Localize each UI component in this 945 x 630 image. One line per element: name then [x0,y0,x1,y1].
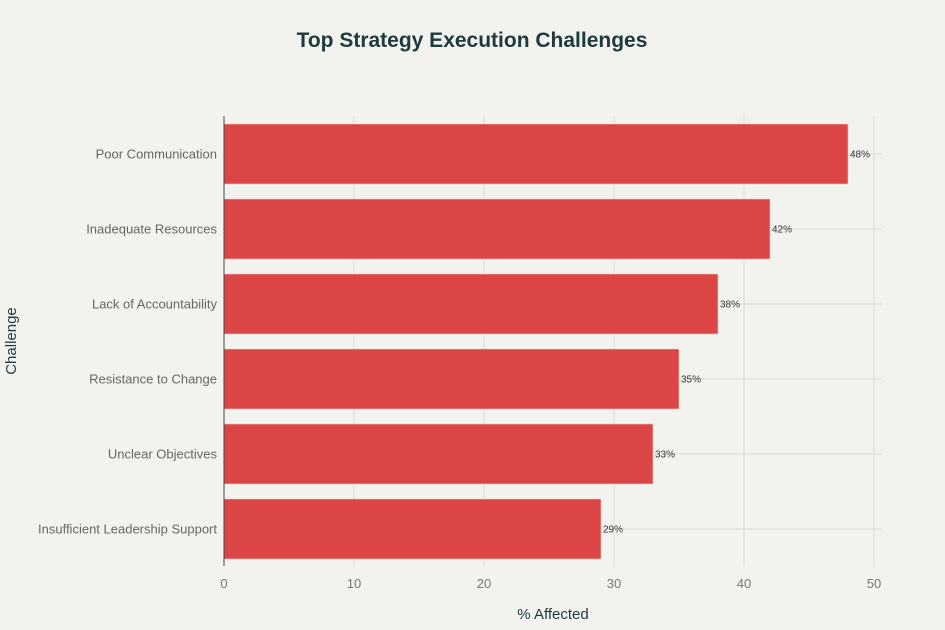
y-axis-label: Challenge [3,307,20,375]
category-label: Poor Communication [96,147,217,162]
bar [223,498,602,560]
data-label: 29% [603,525,623,536]
category-label: Unclear Objectives [108,447,218,462]
bar [223,123,849,185]
category-label: Insufficient Leadership Support [38,522,217,537]
chart-title: Top Strategy Execution Challenges [297,29,648,52]
bar [223,198,771,260]
bar [223,273,719,335]
data-label: 38% [720,300,740,311]
x-tick-label: 10 [347,576,361,591]
x-tick-label: 0 [220,576,227,591]
x-axis-label: % Affected [517,606,588,623]
x-tick-label: 30 [607,576,621,591]
data-label: 33% [655,450,675,461]
category-label: Resistance to Change [89,372,217,387]
x-tick-label: 40 [737,576,751,591]
bar [223,423,654,485]
bar [223,348,680,410]
category-label: Lack of Accountability [92,297,218,312]
data-label: 42% [772,225,792,236]
data-label: 35% [681,375,701,386]
category-label: Inadequate Resources [86,222,217,237]
x-tick-label: 50 [867,576,881,591]
x-tick-label: 20 [477,576,491,591]
data-label: 48% [850,150,870,161]
